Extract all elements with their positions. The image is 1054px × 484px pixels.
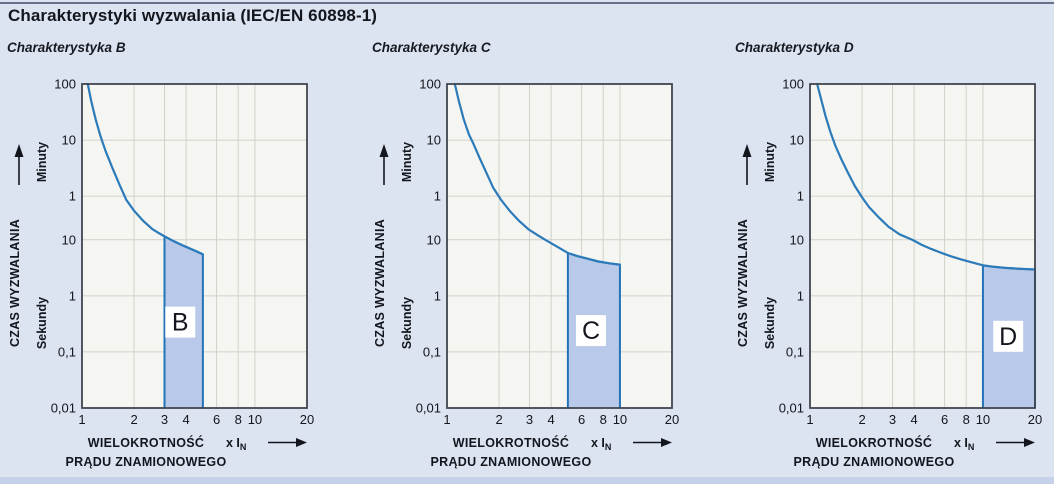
x-tick-label: 2 xyxy=(495,412,502,427)
up-arrow-icon xyxy=(742,144,752,157)
trip-curve xyxy=(453,82,622,266)
x-tick-label: 4 xyxy=(183,412,190,427)
chart-section-b: Charakterystyka B 100 10 1 10 1 0,1 0,01 1 2 3 4 6 8… xyxy=(0,0,350,484)
x-axis-label-line1: WIELOKROTNOŚĆ xyxy=(453,435,569,450)
y-tick-label: 10 xyxy=(427,232,441,247)
band-label-box xyxy=(165,306,196,338)
y-tick-label: 1 xyxy=(797,288,804,303)
y-tick-label: 0,01 xyxy=(51,401,76,416)
x-tick-label: 20 xyxy=(300,412,314,427)
y-tick-label: 1 xyxy=(69,189,76,204)
y-tick-label: 1 xyxy=(434,189,441,204)
up-arrow-icon xyxy=(379,144,389,157)
y-tick-label: 0,1 xyxy=(58,344,76,359)
x-tick-label: 8 xyxy=(235,412,242,427)
x-axis-multiplier: x IN xyxy=(954,436,974,452)
x-tick-label: 10 xyxy=(976,412,990,427)
y-unit-seconds-label: Sekundy xyxy=(400,297,414,349)
up-arrow-icon xyxy=(14,144,24,157)
x-tick-label: 8 xyxy=(600,412,607,427)
y-tick-label: 0,01 xyxy=(416,401,441,416)
x-tick-label: 6 xyxy=(213,412,220,427)
chart-b-subtitle: Charakterystyka B xyxy=(7,40,126,55)
x-axis-label-line1: WIELOKROTNOŚĆ xyxy=(88,435,204,450)
y-axis-label: CZAS WYZWALANIA xyxy=(736,219,750,347)
x-tick-label: 3 xyxy=(889,412,896,427)
x-tick-label: 20 xyxy=(665,412,679,427)
chart-d-subtitle: Charakterystyka D xyxy=(735,40,854,55)
band-label: B xyxy=(172,309,189,337)
bottom-bar xyxy=(0,477,1054,484)
x-tick-label: 20 xyxy=(1028,412,1042,427)
plot-border xyxy=(446,83,673,409)
y-axis-label: CZAS WYZWALANIA xyxy=(8,219,22,347)
chart-section-d: Charakterystyka D 100 10 1 10 1 0,1 0,01 1 2 3 4 6 8… xyxy=(728,0,1054,484)
x-tick-label: 1 xyxy=(443,412,450,427)
y-unit-minutes-label: Minuty xyxy=(763,142,777,182)
x-tick-label: 3 xyxy=(526,412,533,427)
top-divider xyxy=(0,2,1054,4)
trip-curve xyxy=(816,82,1037,271)
y-tick-label: 0,1 xyxy=(423,344,441,359)
y-unit-seconds-label: Sekundy xyxy=(35,297,49,349)
y-tick-label: 100 xyxy=(54,77,76,92)
x-tick-label: 6 xyxy=(941,412,948,427)
right-arrow-icon xyxy=(661,438,672,447)
chart-c-subtitle: Charakterystyka C xyxy=(372,40,491,55)
y-tick-label: 1 xyxy=(69,288,76,303)
y-tick-label: 0,01 xyxy=(779,401,804,416)
y-unit-seconds-label: Sekundy xyxy=(763,297,777,349)
y-tick-label: 10 xyxy=(62,232,76,247)
y-axis-label: CZAS WYZWALANIA xyxy=(373,219,387,347)
x-axis-label-line1: WIELOKROTNOŚĆ xyxy=(816,435,932,450)
y-unit-minutes-label: Minuty xyxy=(35,142,49,182)
plot-border xyxy=(809,83,1036,409)
y-tick-label: 10 xyxy=(790,232,804,247)
x-tick-label: 2 xyxy=(858,412,865,427)
trip-curve xyxy=(86,82,204,256)
x-axis-label-line2: PRĄDU ZNAMIONOWEGO xyxy=(794,455,955,469)
x-tick-label: 2 xyxy=(130,412,137,427)
band-label: C xyxy=(582,317,600,345)
y-tick-label: 100 xyxy=(419,77,441,92)
chart-section-c: Charakterystyka C 100 10 1 10 1 0,1 0,01 1 2 3 4 6 8… xyxy=(365,0,715,484)
x-axis-label-line2: PRĄDU ZNAMIONOWEGO xyxy=(431,455,592,469)
plot-area xyxy=(447,84,672,408)
plot-border xyxy=(81,83,308,409)
x-tick-label: 10 xyxy=(613,412,627,427)
x-axis-multiplier: x IN xyxy=(591,436,611,452)
y-tick-label: 10 xyxy=(790,133,804,148)
x-tick-label: 1 xyxy=(806,412,813,427)
band-label-box xyxy=(993,320,1024,352)
y-tick-label: 1 xyxy=(434,288,441,303)
y-tick-label: 1 xyxy=(797,189,804,204)
x-axis-multiplier: x IN xyxy=(226,436,246,452)
x-tick-label: 4 xyxy=(548,412,555,427)
right-arrow-icon xyxy=(1024,438,1035,447)
y-tick-label: 10 xyxy=(427,133,441,148)
y-unit-minutes-label: Minuty xyxy=(400,142,414,182)
right-arrow-icon xyxy=(296,438,307,447)
page-title: Charakterystyki wyzwalania (IEC/EN 60898… xyxy=(8,6,378,25)
band-label-box xyxy=(575,315,606,347)
y-tick-label: 100 xyxy=(782,77,804,92)
x-tick-label: 8 xyxy=(963,412,970,427)
y-tick-label: 10 xyxy=(62,133,76,148)
x-tick-label: 6 xyxy=(578,412,585,427)
band-label: D xyxy=(999,323,1017,351)
x-tick-label: 4 xyxy=(911,412,918,427)
y-tick-label: 0,1 xyxy=(786,344,804,359)
x-tick-label: 10 xyxy=(248,412,262,427)
x-tick-label: 1 xyxy=(78,412,85,427)
x-axis-label-line2: PRĄDU ZNAMIONOWEGO xyxy=(66,455,227,469)
x-tick-label: 3 xyxy=(161,412,168,427)
